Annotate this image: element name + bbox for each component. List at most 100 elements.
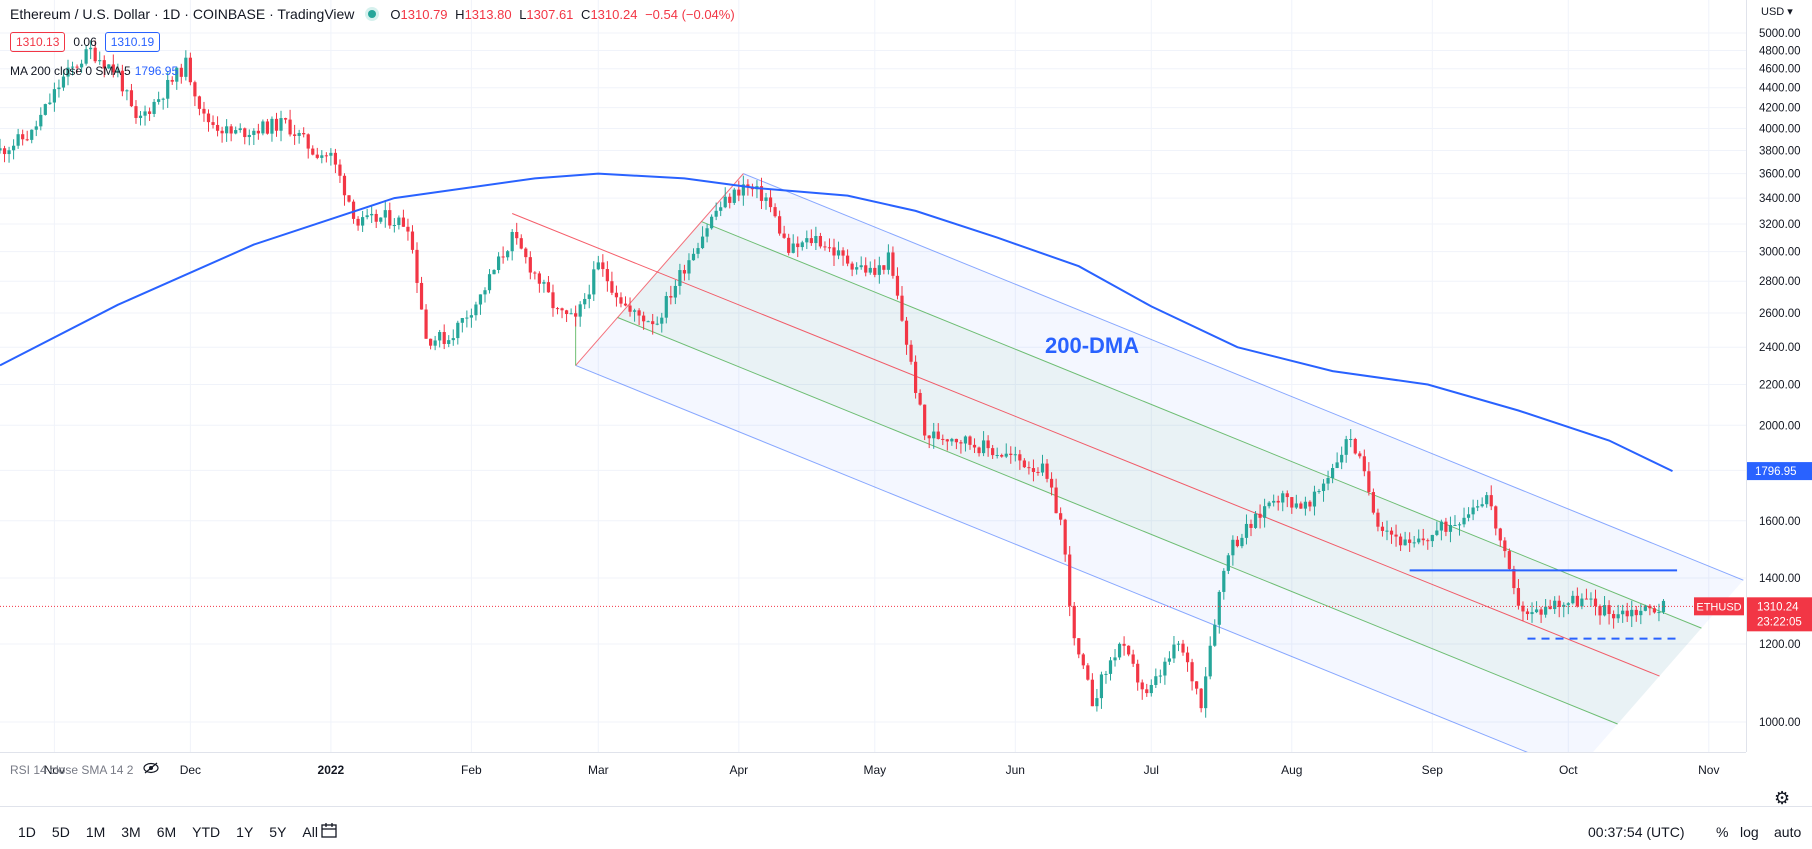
candle-body (496, 256, 501, 270)
timeframe-all[interactable]: All (302, 824, 318, 840)
candle-body (1521, 605, 1525, 612)
time-tick-label: Mar (588, 763, 609, 777)
close-label: C (581, 6, 591, 22)
candle-body (274, 118, 279, 131)
price-tick-label: 3800.00 (1759, 145, 1801, 157)
price-chart-svg[interactable]: ETHUSD 200-DMA (0, 0, 1746, 819)
candle-body (1099, 674, 1104, 699)
timeframe-1m[interactable]: 1M (85, 824, 106, 840)
timeframe-ytd[interactable]: YTD (192, 824, 221, 840)
timeframe-5d[interactable]: 5D (51, 824, 70, 840)
candle-body (1498, 528, 1502, 541)
candle-body (1240, 537, 1244, 547)
candle-body (868, 267, 872, 273)
candle-body (669, 296, 673, 298)
goto-date-icon[interactable] (320, 822, 338, 845)
price-tick-label: 3400.00 (1759, 193, 1801, 205)
candle-body (728, 196, 732, 203)
candle-body (1072, 605, 1076, 639)
candle-body (746, 184, 750, 187)
time-tick-label: Dec (180, 763, 201, 777)
timeframe-1d[interactable]: 1D (18, 824, 36, 840)
buy-price-button[interactable]: 1310.19 (104, 32, 161, 52)
price-tick-label: 3000.00 (1759, 247, 1801, 259)
candle-body (1657, 612, 1661, 614)
candle-body (623, 303, 628, 306)
rsi-legend[interactable]: RSI 14 close SMA 14 2 (10, 762, 159, 777)
candle-body (170, 79, 174, 82)
chart-pane[interactable]: ETHUSD 200-DMA (0, 0, 1746, 819)
candle-body (886, 252, 890, 270)
candle-body (991, 448, 995, 456)
candle-body (1417, 538, 1421, 543)
candle-body (841, 250, 845, 256)
price-tick-label: 1200.00 (1759, 639, 1801, 651)
percent-scale-toggle[interactable]: % (1716, 824, 1729, 840)
candle-body (116, 70, 120, 73)
candle-body (737, 189, 741, 196)
timeframe-1y[interactable]: 1Y (236, 824, 254, 840)
candle-body (1249, 523, 1253, 528)
timeframe-6m[interactable]: 6M (156, 824, 177, 840)
candle-body (1630, 609, 1634, 617)
candle-body (465, 317, 469, 319)
ma-price-tag-label: 1796.95 (1755, 466, 1797, 478)
candle-body (107, 64, 111, 69)
candle-body (1158, 675, 1162, 677)
candle-body (1176, 643, 1181, 645)
change-value: −0.54 (−0.04%) (645, 6, 735, 22)
candle-body (89, 47, 93, 50)
price-tick-label: 1600.00 (1759, 516, 1801, 528)
candle-body (238, 128, 242, 131)
candle-body (1049, 478, 1054, 488)
time-axis[interactable]: Nov Dec 2022 Feb Mar Apr May Jun Jul Aug Sep Oct Nov (0, 752, 1746, 785)
candle-body (963, 436, 968, 444)
symbol-title[interactable]: Ethereum / U.S. Dollar · 1D · COINBASE ·… (10, 6, 355, 22)
candle-body (1267, 502, 1271, 507)
settings-gear-icon[interactable]: ⚙ (1774, 788, 1791, 808)
candle-body (1476, 506, 1480, 508)
candle-body (1661, 600, 1666, 613)
candle-body (555, 308, 560, 310)
candle-body (719, 207, 723, 211)
candle-body (1471, 507, 1475, 515)
candle-body (904, 320, 909, 345)
time-axis-svg: Nov Dec 2022 Feb Mar Apr May Jun Jul Aug Sep Oct Nov (44, 763, 1720, 777)
candle-body (79, 63, 84, 68)
timeframe-3m[interactable]: 3M (121, 824, 141, 840)
candle-body (836, 250, 841, 256)
candle-body (1466, 514, 1471, 518)
candle-body (338, 164, 342, 176)
candle-body (546, 282, 551, 293)
price-tick-label: 4600.00 (1759, 64, 1801, 76)
candle-body (995, 455, 999, 457)
candle-body (211, 122, 215, 125)
candle-body (1421, 538, 1425, 541)
candle-body (1163, 661, 1167, 676)
timeframe-5y[interactable]: 5Y (269, 824, 287, 840)
candle-body (524, 248, 528, 258)
candle-body (415, 249, 419, 283)
candle-body (1462, 517, 1466, 525)
candle-body (1430, 534, 1434, 542)
utc-clock[interactable]: 00:37:54 (UTC) (1588, 824, 1685, 840)
candle-body (1226, 555, 1230, 571)
ma-legend[interactable]: MA 200 close 0 SMA 5 1796.95 (10, 64, 178, 78)
candle-body (98, 60, 102, 62)
price-tick-label: 1000.00 (1759, 717, 1801, 729)
time-tick-label: Jul (1144, 763, 1159, 777)
log-scale-toggle[interactable]: log (1740, 824, 1759, 840)
sell-price-button[interactable]: 1310.13 (10, 32, 66, 52)
high-label: H (455, 6, 465, 22)
candle-body (184, 57, 188, 77)
candle-body (528, 257, 532, 273)
timeframe-buttons: 1D 5D 1M 3M 6M YTD 1Y 5Y All (18, 824, 318, 840)
candle-body (832, 247, 836, 256)
candle-body (1081, 654, 1085, 666)
price-axis[interactable]: USD ▾ 5000.00 4800.00 4600.00 4400.00 4200.00… (1746, 0, 1812, 825)
candle-body (102, 60, 106, 69)
candle-body (968, 436, 972, 445)
auto-scale-toggle[interactable]: auto (1774, 824, 1802, 840)
candle-body (1639, 610, 1643, 616)
hide-eye-icon[interactable] (143, 762, 159, 777)
